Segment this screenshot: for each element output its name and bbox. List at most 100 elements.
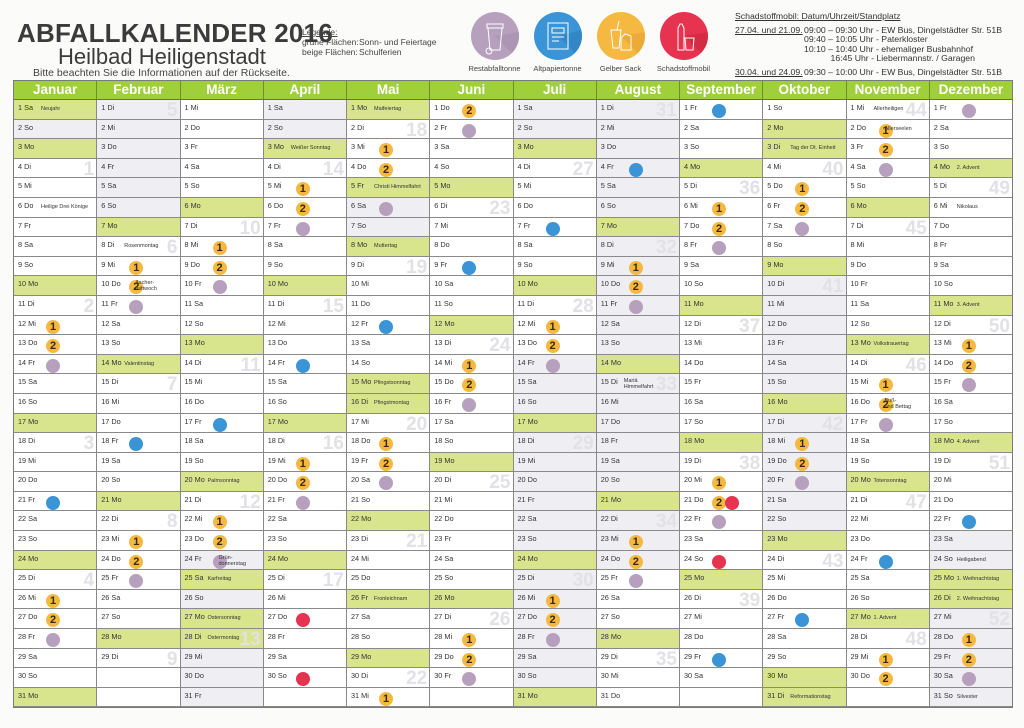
day-cell: 43 24 Di: [763, 551, 846, 571]
day-label: 27 Sa: [351, 612, 371, 622]
day-cell: 11 14 Di: [180, 355, 263, 375]
gelber-sack-1-icon: 1: [545, 319, 560, 334]
day-label: 19 So: [850, 455, 870, 465]
day-cell: 13 Mo: [180, 335, 263, 355]
day-cell: 29 Mi: [180, 648, 263, 669]
day-cell: 19 Sa: [97, 453, 180, 473]
week-number: 5: [166, 100, 178, 121]
day-cell: 3 Mo Weißer Sonntag: [263, 139, 346, 159]
day-label: 28 Di: [850, 632, 868, 642]
day-label: 2 So: [267, 122, 283, 132]
day-cell: 4 Sa: [180, 159, 263, 179]
day-label: 4 Mo: [684, 161, 701, 171]
page-subtitle: Heilbad Heiligenstadt: [58, 44, 266, 69]
day-cell: 10 Mo: [14, 276, 97, 296]
day-cell: 2 So: [263, 119, 346, 140]
day-label: 7 Mo: [101, 220, 118, 230]
day-label: 15 So: [767, 377, 787, 387]
day-label: 27 So: [101, 612, 121, 622]
empty-cell: [846, 687, 929, 708]
day-label: 23 So: [517, 534, 537, 544]
day-cell: 25 Fr: [596, 570, 679, 590]
day-label: 8 Mi: [850, 240, 865, 250]
day-label: 28 So: [351, 632, 371, 642]
holiday-note: Heilige Drei Könige: [41, 203, 89, 210]
gelber-sack-2-icon: 2: [379, 162, 393, 177]
day-label: 31 Mo: [517, 690, 538, 700]
month-header-september: September: [680, 81, 764, 99]
day-label: 12 So: [850, 318, 870, 328]
restabfall-dot-icon: [878, 162, 893, 177]
day-cell: 3 Do: [596, 139, 679, 159]
day-cell: 31 Mi 1: [347, 688, 430, 708]
day-label: 6 Mi: [933, 200, 948, 210]
gelber-sack-1-icon: 1: [462, 358, 477, 373]
day-cell: 1 Sa Neujahr: [14, 100, 97, 120]
day-cell: 4 Do 2: [347, 159, 430, 179]
day-label: 28 Do: [684, 632, 704, 642]
day-label: 16 Do: [850, 396, 870, 406]
day-cell: 10 Mi: [347, 276, 430, 296]
day-label: 1 Mi: [850, 103, 865, 112]
week-number: 21: [406, 531, 428, 553]
day-cell: 30 Sa: [680, 668, 763, 688]
day-label: 3 So: [933, 142, 949, 152]
day-label: 21 Fr: [517, 494, 535, 504]
day-cell: 49 5 Di: [929, 178, 1012, 198]
day-cell: 8 22 Di: [97, 511, 180, 531]
month-column-dezember: 1 Fr 2 Sa 3 So 4 Mo 2. Advent 49 5 Di 6 Mi Nikol…: [929, 100, 1012, 708]
day-label: 30 So: [517, 671, 537, 681]
holiday-note: Pfingstsonntag: [374, 380, 411, 387]
day-label: 21 Di: [850, 494, 868, 504]
day-cell: 1 Do 2: [430, 100, 513, 120]
day-cell: 23 Do 2: [180, 531, 263, 551]
week-number: 25: [489, 472, 511, 494]
day-cell: 16 So: [14, 394, 97, 414]
day-label: 27 Do: [18, 612, 38, 622]
day-label: 13 Do: [18, 338, 38, 348]
day-label: 24 Mo: [267, 553, 289, 563]
day-cell: 1 Fr: [929, 100, 1012, 120]
day-cell: 34 22 Di: [596, 511, 679, 531]
day-label: 15 Fr: [933, 377, 951, 387]
day-cell: 30 So: [513, 668, 596, 688]
day-cell: 21 Sa: [763, 491, 846, 512]
day-label: 19 Mi: [267, 455, 286, 465]
altpapier-dot-icon: [545, 221, 560, 236]
day-cell: 18 Mo 4. Advent: [929, 433, 1012, 453]
day-cell: 2 So: [513, 119, 596, 140]
week-number: 47: [905, 491, 927, 513]
day-cell: 18 2 Di: [347, 120, 430, 140]
day-cell: 22 Sa: [14, 511, 97, 532]
day-cell: 19 Mi 1: [263, 453, 346, 473]
day-label: 22 Sa: [517, 514, 537, 524]
restabfall-dot-icon: [46, 633, 60, 648]
gelber-sack-2-icon: 2: [295, 201, 310, 216]
altpapier-dot-icon: [46, 495, 60, 510]
holiday-note: Maifeiertag: [374, 106, 402, 112]
day-label: 20 Do: [517, 475, 537, 485]
gelber-sack-2-icon: 2: [628, 554, 643, 569]
day-label: 4 Fr: [600, 161, 614, 171]
day-cell: 30 Sa: [929, 668, 1012, 688]
day-label: 4 So: [434, 161, 450, 171]
week-number: 50: [988, 315, 1010, 337]
day-label: 17 Di: [767, 416, 785, 426]
day-label: 31 Fr: [184, 690, 202, 700]
day-label: 22 Fr: [684, 514, 702, 524]
day-label: 1 Sa: [267, 103, 283, 112]
day-cell: 2 Mo: [763, 119, 846, 140]
day-cell: 26 27 Di: [430, 609, 513, 629]
day-label: 8 Di: [600, 240, 614, 250]
restabfall-dot-icon: [462, 397, 477, 412]
day-label: 10 Fr: [850, 279, 868, 289]
day-label: 20 Mi: [684, 475, 702, 485]
gelber-sack-1-icon: 1: [628, 535, 643, 550]
gelber-sack-2-icon: 2: [712, 221, 726, 236]
day-label: 23 So: [18, 534, 38, 544]
packaging-icon: [596, 12, 645, 60]
gelber-sack-2-icon: 2: [878, 143, 893, 158]
altpapier-dot-icon: [712, 652, 726, 667]
day-label: 14 Fr: [267, 357, 285, 367]
day-label: 24 Mi: [351, 553, 369, 563]
